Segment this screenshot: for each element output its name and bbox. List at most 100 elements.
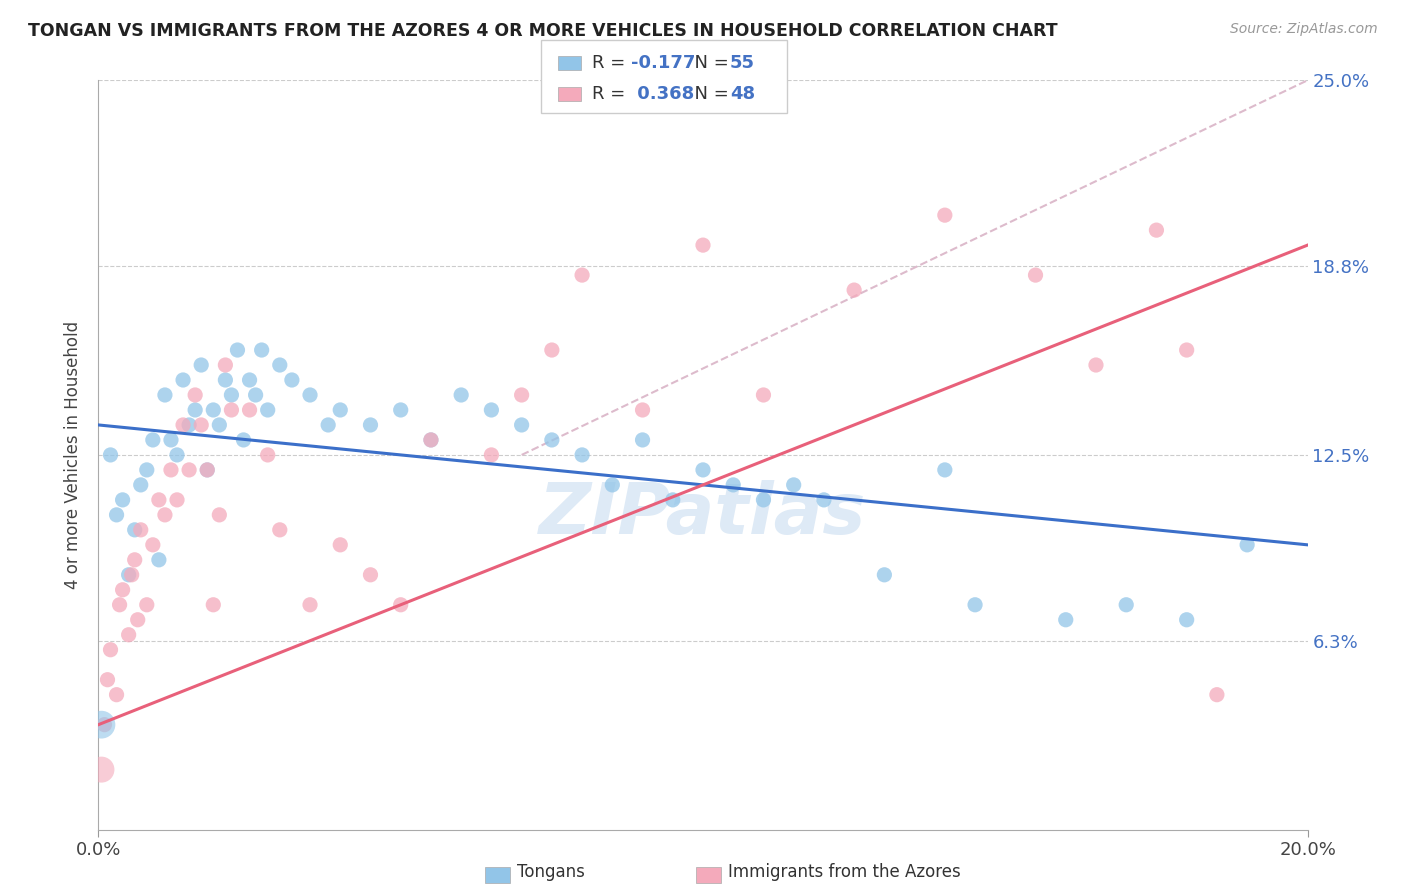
Point <box>329 403 352 417</box>
Point <box>631 403 654 417</box>
Point <box>450 388 472 402</box>
Point <box>269 358 291 372</box>
Point <box>172 417 194 432</box>
Point <box>239 373 262 387</box>
Point <box>420 433 443 447</box>
Point <box>153 508 176 522</box>
Point <box>752 492 775 507</box>
Point <box>1054 613 1077 627</box>
Point <box>269 523 291 537</box>
Point <box>195 463 218 477</box>
Point <box>571 268 593 282</box>
Point <box>148 492 170 507</box>
Point <box>1236 538 1258 552</box>
Point <box>631 433 654 447</box>
Point <box>299 598 322 612</box>
Text: R =: R = <box>592 85 631 103</box>
Point <box>752 388 775 402</box>
Point <box>184 403 207 417</box>
Point <box>783 478 806 492</box>
Point <box>190 358 212 372</box>
Point <box>692 238 714 252</box>
Point <box>172 373 194 387</box>
Point <box>202 598 225 612</box>
Point <box>108 598 131 612</box>
Point <box>127 613 149 627</box>
Point <box>510 388 533 402</box>
Point <box>118 628 141 642</box>
Point <box>723 478 745 492</box>
Point <box>389 403 412 417</box>
Point <box>540 343 562 357</box>
Text: Source: ZipAtlas.com: Source: ZipAtlas.com <box>1230 22 1378 37</box>
Point <box>111 582 134 597</box>
Point <box>844 283 866 297</box>
Point <box>121 567 143 582</box>
Point <box>179 417 201 432</box>
Point <box>602 478 624 492</box>
Point <box>934 208 956 222</box>
Point <box>1206 688 1229 702</box>
Point <box>571 448 593 462</box>
Point <box>135 463 157 477</box>
Point <box>96 673 118 687</box>
Point <box>540 433 562 447</box>
Point <box>166 492 188 507</box>
Point <box>813 492 835 507</box>
Point <box>142 538 165 552</box>
Point <box>111 492 134 507</box>
Point <box>239 403 262 417</box>
Point <box>190 417 212 432</box>
Point <box>250 343 273 357</box>
Point <box>100 448 122 462</box>
Point <box>873 567 896 582</box>
Text: R =: R = <box>592 54 631 72</box>
Point <box>105 508 128 522</box>
Point <box>329 538 352 552</box>
Point <box>208 417 231 432</box>
Text: -0.177: -0.177 <box>631 54 696 72</box>
Point <box>214 358 236 372</box>
Point <box>142 433 165 447</box>
Text: 55: 55 <box>730 54 755 72</box>
Point <box>129 478 152 492</box>
Point <box>692 463 714 477</box>
Point <box>124 523 146 537</box>
Point <box>184 388 207 402</box>
Point <box>360 567 382 582</box>
Point <box>1175 343 1198 357</box>
Point <box>420 433 443 447</box>
Point <box>105 688 128 702</box>
Point <box>661 492 683 507</box>
Point <box>195 463 218 477</box>
Point <box>153 388 176 402</box>
Text: Immigrants from the Azores: Immigrants from the Azores <box>728 863 962 881</box>
Point <box>481 403 503 417</box>
Text: N =: N = <box>683 54 735 72</box>
Text: Tongans: Tongans <box>517 863 585 881</box>
Point <box>135 598 157 612</box>
Point <box>1146 223 1168 237</box>
Point <box>100 642 122 657</box>
Point <box>166 448 188 462</box>
Point <box>124 553 146 567</box>
Point <box>148 553 170 567</box>
Point <box>299 388 322 402</box>
Text: 48: 48 <box>730 85 755 103</box>
Text: ZIPatlas: ZIPatlas <box>540 481 866 549</box>
Point <box>281 373 304 387</box>
Point <box>221 388 243 402</box>
Point <box>118 567 141 582</box>
Point <box>202 403 225 417</box>
Point <box>256 448 278 462</box>
Point <box>226 343 249 357</box>
Point <box>965 598 987 612</box>
Point <box>214 373 236 387</box>
Point <box>245 388 267 402</box>
Point <box>389 598 412 612</box>
Text: 0.368: 0.368 <box>631 85 695 103</box>
Point <box>360 417 382 432</box>
Point <box>160 433 183 447</box>
Point <box>208 508 231 522</box>
Point <box>221 403 243 417</box>
